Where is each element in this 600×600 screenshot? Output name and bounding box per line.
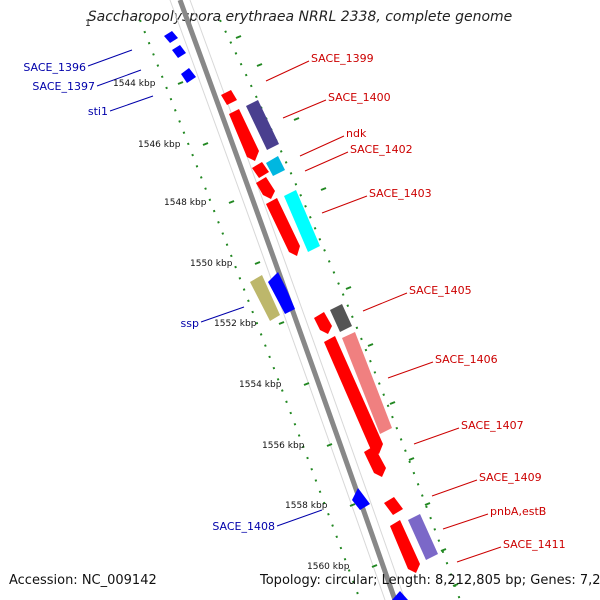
outer-tick-mark [389,401,396,405]
tick-1558: 1558 kbp [285,501,328,511]
tick-mark [177,81,184,85]
label-ndk: ndk [346,127,367,140]
gene-sace1406-red [324,336,383,454]
label-sace1407: SACE_1407 [461,419,524,432]
tick-1556: 1556 kbp [262,441,305,451]
gene-sace1396 [164,31,178,43]
reverse-gene-labels: SACE_1396 SACE_1397 sti1 ssp SACE_1408 [23,61,275,533]
label-sace1402: SACE_1402 [350,143,413,156]
outer-tick-mark [235,35,242,39]
gene-sace1405-gray [330,304,352,332]
tick-mark [371,564,378,568]
tick-mark [228,200,235,204]
forward-genes [221,90,438,573]
tick-mark [202,142,209,146]
label-sace1411: SACE_1411 [503,538,566,551]
gene-sace1403-cyan [284,190,320,252]
label-sace1400: SACE_1400 [328,91,391,104]
tick-mark [278,321,285,325]
label-sace1396: SACE_1396 [23,61,86,74]
topology-text: Topology: circular; Length: 8,212,805 bp… [260,573,600,588]
outer-tick-mark [440,548,447,552]
label-sace1397: SACE_1397 [32,80,95,93]
map-title: Saccharopolyspora erythraea NRRL 2338, c… [87,9,513,25]
label-sace1403: SACE_1403 [369,187,432,200]
label-sace1399: SACE_1399 [311,52,374,65]
accession-text: Accession: NC_009142 [9,573,157,588]
outer-tick-mark [408,457,415,461]
outer-tick-mark [424,502,431,506]
gene-ndk [266,156,285,176]
tick-mark [303,382,310,386]
gene-sace1403-red [266,198,300,256]
gene-sace1402a [252,162,269,178]
gene-sace1400-dark [246,100,279,150]
label-ssp: ssp [181,317,199,330]
gene-sace1407 [364,446,386,477]
forward-gene-labels: SACE_1399 SACE_1400 ndk SACE_1402 SACE_1… [311,52,566,551]
outer-tick-mark [452,583,459,587]
label-sace1405: SACE_1405 [409,284,472,297]
tick-1552: 1552 kbp [214,319,257,329]
gene-sace1399 [221,90,237,105]
gene-sace1405-red [314,312,332,334]
label-sti1: sti1 [88,105,108,118]
label-sace1406: SACE_1406 [435,353,498,366]
outer-tick-mark [256,63,263,67]
gene-sace1406-pink [342,332,392,434]
gene-pnbA-purple [408,514,438,560]
gene-sace1400 [229,109,259,161]
tick-1544: 1544 kbp [113,79,156,89]
label-connectors [87,49,502,563]
tick-mark [349,503,356,507]
outer-tick-mark [367,343,374,347]
tick-1550: 1550 kbp [190,259,233,269]
gene-sti1 [181,68,196,83]
gene-pnbA [390,520,420,573]
tick-1546: 1546 kbp [138,140,181,150]
tick-1554: 1554 kbp [239,380,282,390]
label-sace1409: SACE_1409 [479,471,542,484]
reverse-genes [164,31,408,600]
tick-mark [254,261,261,265]
tick-1548: 1548 kbp [164,198,207,208]
outer-tick-mark [345,286,352,290]
gene-bottom-blue [392,591,408,600]
gene-ssp-large [268,272,295,314]
tick-partial: 1 [85,19,91,29]
label-sace1408: SACE_1408 [212,520,275,533]
label-pnbA-estB: pnbA,estB [490,505,546,518]
tick-marks [177,35,459,587]
outer-tick-mark [293,117,300,121]
guide-lines [139,19,461,600]
tick-1560: 1560 kbp [307,562,350,572]
outer-tick-mark [320,187,327,191]
gene-sace1397 [172,45,186,58]
gene-sace1402b [256,177,275,199]
gene-ssp-pale [250,275,280,321]
gene-sace1408 [352,488,370,510]
gene-sace1409 [384,497,403,515]
tick-mark [326,443,333,447]
tick-labels: 1 1544 kbp 1546 kbp 1548 kbp 1550 kbp 15… [85,19,350,572]
